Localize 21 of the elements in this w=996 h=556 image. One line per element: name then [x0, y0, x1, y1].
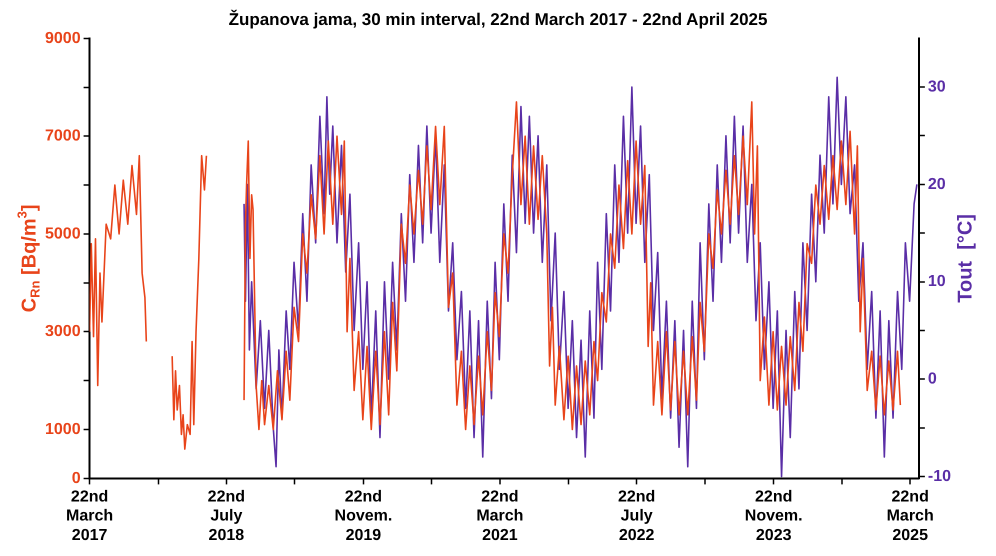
y-tick-label: 5000 [45, 225, 81, 242]
x-tick-label: 22nd March 2021 [476, 488, 524, 544]
y-tick-label: 3000 [45, 323, 81, 340]
x-tick-label: 22nd Novem. 2019 [334, 488, 392, 544]
y-axis-title: CRn [Bq/m3] [14, 204, 43, 312]
x-tick-label: 22nd July 2018 [208, 488, 246, 544]
y-tick-label: 7000 [45, 128, 81, 145]
y2-tick-label: 0 [928, 370, 937, 388]
x-tick-label: 22nd March 2025 [886, 488, 934, 544]
y2-tick-label: -10 [928, 468, 952, 485]
x-tick-label: 22nd July 2022 [618, 488, 656, 544]
x-tick-label: 22nd Novem. 2023 [744, 488, 803, 544]
y2-tick-label: 20 [928, 176, 946, 193]
y2-tick-label: 30 [928, 78, 946, 96]
y-tick-label: 9000 [45, 30, 81, 47]
y-tick-label: 0 [72, 470, 81, 487]
x-tick-label: 22nd March 2017 [66, 488, 114, 544]
y2-axis-title: Tout [°C] [954, 214, 977, 303]
chart-title: Županova jama, 30 min interval, 22nd March 2017 - 22nd April 2025 [228, 8, 768, 29]
y2-tick-label: 10 [928, 273, 946, 290]
y-tick-label: 1000 [45, 420, 81, 438]
